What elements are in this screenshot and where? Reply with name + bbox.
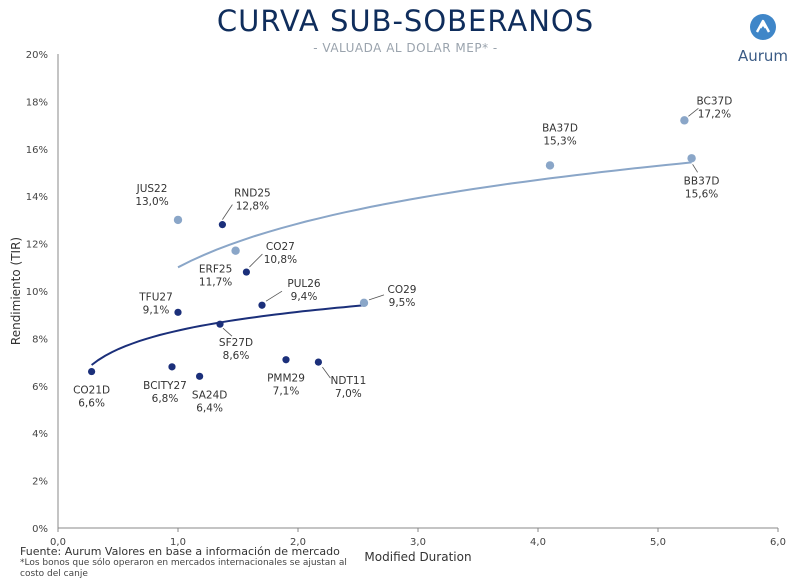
point-label-name: JUS22 <box>136 183 168 195</box>
point-label-name: BB37D <box>684 175 720 187</box>
y-tick-label: 4% <box>32 429 48 440</box>
point-label-name: NDT11 <box>331 375 367 387</box>
point-label-name: TFU27 <box>138 291 173 303</box>
leader-line <box>322 366 331 379</box>
aurum-logo: Aurum <box>728 12 798 65</box>
footnote: *Los bonos que sólo operaron en mercados… <box>20 558 347 579</box>
chart-subtitle: - VALUADA AL DOLAR MEP* - <box>313 41 498 55</box>
point-label-name: CO27 <box>266 241 295 253</box>
x-axis-label: Modified Duration <box>364 550 471 564</box>
y-tick-label: 2% <box>32 477 48 488</box>
point-label-name: RND25 <box>234 188 271 200</box>
point-label-value: 9,1% <box>143 304 170 316</box>
leader-line <box>222 327 233 337</box>
point-jus22 <box>173 215 183 225</box>
point-label-value: 15,6% <box>685 188 718 200</box>
aurum-logo-text: Aurum <box>737 47 789 65</box>
leader-line <box>265 290 283 302</box>
point-label-value: 8,6% <box>223 350 250 362</box>
chart-title: CURVA SUB-SOBERANOS <box>216 4 595 38</box>
leader-line <box>368 294 385 301</box>
point-label-value: 9,5% <box>389 297 416 309</box>
leader-line <box>692 164 698 173</box>
point-label-value: 9,4% <box>291 291 318 303</box>
point-bc37d <box>680 116 689 125</box>
point-label-name: SA24D <box>192 389 228 401</box>
leader-line <box>688 108 699 117</box>
y-axis-label: Rendimiento (TIR) <box>9 237 23 345</box>
point-co27 <box>242 268 250 276</box>
point-pul26 <box>258 301 266 309</box>
point-label-value: 6,8% <box>152 393 179 405</box>
source-note: Fuente: Aurum Valores en base a informac… <box>20 545 340 558</box>
point-label-name: BA37D <box>542 122 578 134</box>
y-tick-label: 14% <box>26 192 48 203</box>
leader-line <box>222 204 233 220</box>
point-co21d <box>88 367 96 376</box>
x-tick-label: 4,0 <box>530 537 546 548</box>
point-label-name: CO21D <box>73 385 110 397</box>
y-tick-label: 8% <box>32 334 48 345</box>
point-label-value: 17,2% <box>698 108 731 120</box>
point-label-value: 7,1% <box>273 386 300 398</box>
data-points <box>88 116 696 380</box>
point-co29 <box>359 298 369 308</box>
point-label-name: CO29 <box>388 284 417 296</box>
y-tick-label: 0% <box>32 524 48 535</box>
y-tick-label: 6% <box>32 382 48 393</box>
point-label-name: ERF25 <box>199 264 232 276</box>
point-label-name: PMM29 <box>267 373 305 385</box>
y-tick-label: 18% <box>26 97 48 108</box>
point-label-value: 13,0% <box>135 196 168 208</box>
y-tick-label: 12% <box>26 240 48 251</box>
point-pmm29 <box>282 356 290 364</box>
y-tick-label: 10% <box>26 287 48 298</box>
point-label-value: 12,8% <box>236 201 269 213</box>
point-erf25 <box>231 246 240 255</box>
y-tick-label: 16% <box>26 145 48 156</box>
aurum-logo-icon <box>750 14 776 40</box>
point-label-value: 15,3% <box>543 135 576 147</box>
point-rnd25 <box>218 221 226 229</box>
point-label-name: SF27D <box>219 337 253 349</box>
leader-line <box>249 253 263 268</box>
trendline-light <box>177 161 692 269</box>
x-tick-label: 3,0 <box>410 537 426 548</box>
point-bb37d <box>687 154 696 163</box>
point-label-value: 7,0% <box>335 388 362 400</box>
x-tick-label: 5,0 <box>650 537 666 548</box>
point-sa24d <box>196 372 204 380</box>
point-sf27d <box>216 320 224 328</box>
point-label-value: 10,8% <box>264 254 297 266</box>
chart-axes: 0%2%4%6%8%10%12%14%16%18%20%0,0 1,0 2,0 3,0… <box>26 50 786 548</box>
point-label-value: 6,4% <box>196 402 223 414</box>
trendline-dark <box>91 304 365 366</box>
point-ba37d <box>545 161 555 170</box>
point-label-name: BC37D <box>697 95 733 107</box>
point-tfu27 <box>174 308 182 316</box>
x-tick-label: 6,0 <box>770 537 786 548</box>
trendlines <box>91 161 692 366</box>
point-bcity27 <box>168 363 176 371</box>
point-label-name: BCITY27 <box>143 380 187 392</box>
point-label-name: PUL26 <box>287 278 321 290</box>
point-label-value: 11,7% <box>199 277 232 289</box>
point-ndt11 <box>314 358 322 366</box>
point-label-value: 6,6% <box>78 398 105 410</box>
